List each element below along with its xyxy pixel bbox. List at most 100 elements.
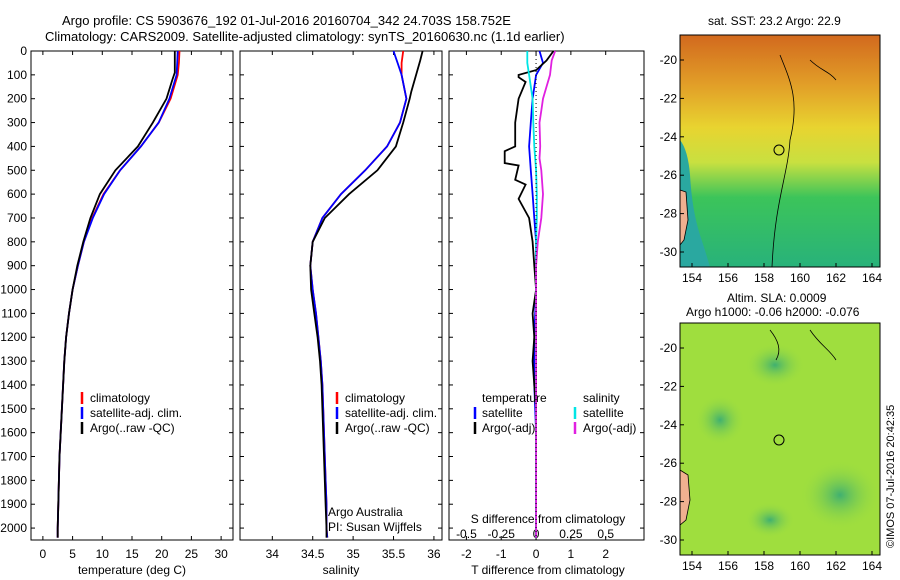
x-tick-label: 35.5 (382, 547, 406, 561)
map-y-tick-label: -24 (660, 130, 678, 144)
x-tick-label: 25 (185, 547, 199, 561)
depth-tick-label: 1300 (0, 354, 27, 368)
x-tick-label: 34.5 (301, 547, 325, 561)
depth-tick-label: 2000 (0, 521, 27, 535)
map-x-tick-label: 164 (862, 271, 882, 285)
credit-pi: PI: Susan Wijffels (328, 520, 422, 534)
depth-tick-label: 1500 (0, 402, 27, 416)
legend-label-argo: Argo(..raw -QC) (345, 421, 430, 435)
depth-tick-label: 0 (20, 44, 27, 58)
sla-reef-outline (809, 329, 837, 361)
sst-map-title: sat. SST: 23.2 Argo: 22.9 (708, 14, 841, 28)
map-y-tick-label: -20 (660, 341, 678, 355)
depth-tick-label: 700 (7, 211, 27, 225)
header-line1: Argo profile: CS 5903676_192 01-Jul-2016… (62, 13, 511, 28)
x2-tick-label: 0.5 (597, 527, 614, 541)
sst-field (680, 35, 880, 267)
sst-map (679, 34, 881, 268)
map-y-tick-label: -22 (660, 379, 678, 393)
map-y-tick-label: -28 (660, 207, 678, 221)
depth-tick-label: 1700 (0, 450, 27, 464)
map-y-tick-label: -30 (660, 533, 678, 547)
temperature-panel-frame (30, 50, 234, 541)
sla-map (679, 322, 881, 556)
depth-tick-label: 1000 (0, 283, 27, 297)
depth-tick-label: 500 (7, 163, 27, 177)
depth-tick-label: 100 (7, 68, 27, 82)
legend-label-satellite: satellite-adj. clim. (90, 406, 182, 420)
map-x-tick-label: 162 (826, 271, 846, 285)
map-y-tick-label: -28 (660, 495, 678, 509)
x-tick-label: 5 (69, 547, 76, 561)
sst-coastal-field (680, 140, 710, 267)
depth-tick-label: 1600 (0, 426, 27, 440)
map-x-tick-label: 158 (754, 271, 774, 285)
legend-label-temperature-argo: Argo(-adj) (482, 421, 535, 435)
temperature-legend: climatology satellite-adj. clim. Argo(..… (80, 391, 182, 435)
sst-map-axes: 154 156 158 160 162 164 -20 -22 -24 -26 -28 -30 (660, 53, 883, 285)
difference-panel-frame (448, 50, 645, 541)
legend-label-salinity-argo: Argo(-adj) (583, 421, 636, 435)
sla-profile-location-marker (773, 434, 785, 446)
depth-axis: 0 100 200 300 400 500 600 700 800 900 1000 1100 1200… (0, 44, 644, 535)
x-tick-label: 15 (125, 547, 139, 561)
legend-label-temperature-satellite: satellite (482, 406, 523, 420)
x-tick-label: 34 (266, 547, 280, 561)
imos-watermark: ©IMOS 07-Jul-2016 20:42:35 (885, 405, 897, 548)
x-tick-label: 1 (568, 547, 575, 561)
sla-map-title2: Argo h1000: -0.06 h2000: -0.076 (686, 305, 860, 319)
x-tick-label: -1 (496, 547, 507, 561)
t-difference-axis-label: T difference from climatology (471, 563, 625, 577)
series-line-argo-raw-qc- (309, 50, 424, 538)
temperature-profile-plot: 0 5 10 15 20 25 30 (40, 50, 228, 561)
sla-reef-outline (769, 329, 780, 361)
sst-profile-location-marker (773, 144, 785, 156)
s-difference-axis-label: S difference from climatology (471, 512, 626, 526)
x-tick-label: 10 (96, 547, 110, 561)
depth-tick-label: 1400 (0, 378, 27, 392)
salinity-panel-frame (239, 50, 443, 541)
depth-tick-label: 400 (7, 139, 27, 153)
difference-profile-plot: -2 -1 0 1 2-0.5 -0.25 0 0.25 0.5 (456, 50, 614, 561)
salinity-profile-plot: 34 34.5 35 35.5 36 (266, 50, 441, 561)
sla-map-frame (679, 322, 881, 556)
series-line-temperature-argo-adj- (503, 50, 555, 538)
map-x-tick-label: 156 (718, 559, 738, 573)
map-x-tick-label: 162 (826, 559, 846, 573)
legend-title-salinity: salinity (583, 391, 620, 405)
sla-anomaly-blob (745, 502, 795, 538)
depth-tick-label: 800 (7, 235, 27, 249)
map-x-tick-label: 154 (682, 271, 702, 285)
legend-label-climatology: climatology (90, 391, 150, 405)
series-line-satellite-adj-clim- (56, 50, 179, 538)
x2-tick-label: -0.25 (488, 527, 516, 541)
map-y-tick-label: -26 (660, 168, 678, 182)
sst-map-frame (679, 34, 881, 268)
map-x-tick-label: 156 (718, 271, 738, 285)
series-line-argo-raw-qc- (56, 51, 176, 538)
x-tick-label: 20 (155, 547, 169, 561)
map-x-tick-label: 164 (862, 559, 882, 573)
map-x-tick-label: 154 (682, 559, 702, 573)
depth-tick-label: 200 (7, 92, 27, 106)
sla-map-title1: Altim. SLA: 0.0009 (727, 291, 827, 305)
depth-tick-label: 600 (7, 187, 27, 201)
x2-tick-label: -0.5 (456, 527, 477, 541)
legend-label-argo: Argo(..raw -QC) (90, 421, 175, 435)
map-x-tick-label: 160 (790, 559, 810, 573)
legend-title-temperature: temperature (482, 391, 547, 405)
depth-tick-label: 900 (7, 259, 27, 273)
map-x-tick-label: 160 (790, 271, 810, 285)
map-y-tick-label: -30 (660, 245, 678, 259)
x-tick-label: 2 (602, 547, 609, 561)
x-tick-label: 35 (346, 547, 360, 561)
header-line2: Climatology: CARS2009. Satellite-adjuste… (45, 29, 565, 44)
x-tick-label: -2 (461, 547, 472, 561)
legend-label-salinity-satellite: satellite (583, 406, 624, 420)
sst-reef-outline (809, 59, 837, 81)
difference-legend: temperature salinity satellite Argo(-adj… (473, 391, 636, 435)
series-line-climatology (56, 50, 181, 538)
depth-tick-label: 300 (7, 116, 27, 130)
sst-contour (771, 54, 795, 268)
